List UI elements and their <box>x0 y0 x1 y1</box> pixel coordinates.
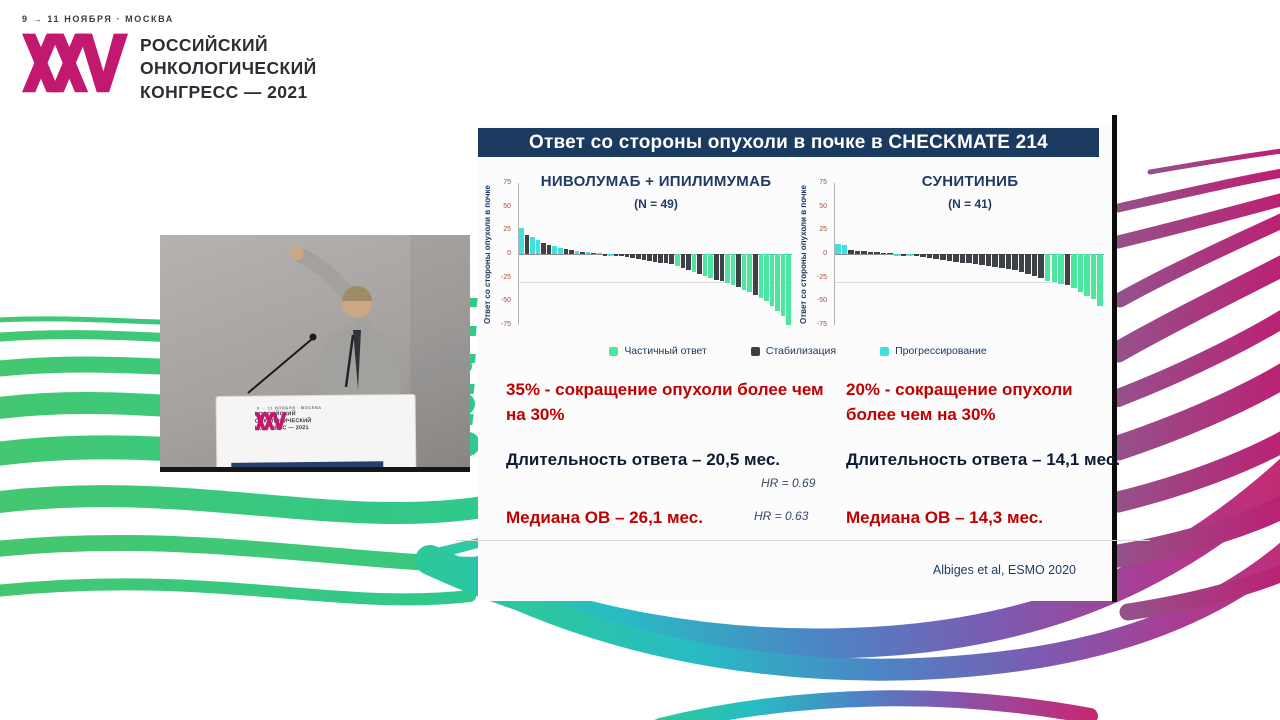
presentation-slide: Ответ со стороны опухоли в почке в CHECK… <box>478 125 1120 601</box>
chart-title: СУНИТИНИБ <box>921 173 1019 190</box>
podium-strip <box>231 461 384 467</box>
legend-label: Прогрессирование <box>895 345 987 357</box>
podium-dates: 9 → 11 НОЯБРЯ · МОСКВА <box>256 404 322 411</box>
chart-n-label: (N = 41) <box>948 197 992 211</box>
nivolumab-results-column: 35% - сокращение опухоли более чем на 30… <box>506 378 836 548</box>
sunitinib-results-column: 20% - сокращение опухоли более чем на 30… <box>846 378 1120 548</box>
legend-item-partial-response: Частичный ответ <box>609 345 707 357</box>
slide-source-citation: Albiges et al, ESMO 2020 <box>932 563 1076 577</box>
slide-title: Ответ со стороны опухоли в почке в CHECK… <box>478 128 1099 157</box>
chart-plot-area <box>834 183 1104 325</box>
progression-swatch-icon <box>880 346 890 356</box>
slide-shadow-edge <box>1112 115 1117 602</box>
legend-item-progression: Прогрессирование <box>880 345 987 357</box>
chart-n-label: (N = 49) <box>634 197 678 211</box>
y-axis-ticks: 75 50 25 0 -25 -50 -75 <box>816 179 827 328</box>
legend-label: Стабилизация <box>765 345 837 357</box>
event-header: 9 → 11 НОЯБРЯ · МОСКВА РОССИЙСКИЙ ОНКОЛО… <box>22 14 316 102</box>
median-os-text: Медиана ОВ – 26,1 мес. <box>506 508 703 527</box>
event-name-line: КОНГРЕСС — 2021 <box>140 81 308 102</box>
response-duration-text: Длительность ответа – 14,1 мес. <box>846 450 1120 469</box>
partial-response-swatch-icon <box>609 346 619 356</box>
event-name: РОССИЙСКИЙ ОНКОЛОГИЧЕСКИЙ КОНГРЕСС — 202… <box>140 34 317 104</box>
event-name-line: РОССИЙСКИЙ <box>140 35 268 55</box>
stage-divider-line <box>456 540 1150 541</box>
chart-plot-area <box>518 183 792 325</box>
response-rate-text: 20% - сокращение опухоли более чем на 30… <box>846 380 1073 424</box>
hr-median-note: HR = 0.63 <box>754 509 809 523</box>
stable-disease-swatch-icon <box>750 346 760 356</box>
median-os-text: Медиана ОВ – 14,3 мес. <box>846 508 1043 527</box>
podium-brand: РОССИЙСКИЙ ОНКОЛОГИЧЕСКИЙ КОНГРЕСС — 202… <box>255 411 312 433</box>
speaker-video-frame: 9 → 11 НОЯБРЯ · МОСКВА РОССИЙСКИЙ ОНКОЛО… <box>160 235 470 472</box>
podium-xxv-logo-icon <box>254 412 287 431</box>
waterfall-chart-sunitinib: Ответ со стороны опухоли в почке СУНИТИН… <box>799 161 1108 347</box>
event-name-line: ОНКОЛОГИЧЕСКИЙ <box>140 58 317 79</box>
event-dates: 9 → 11 НОЯБРЯ · МОСКВА <box>22 14 174 24</box>
hr-duration-note: HR = 0.69 <box>761 476 816 490</box>
y-axis-ticks: 75 50 25 0 -25 -50 -75 <box>500 179 511 328</box>
chart-title: НИВОЛУМАБ + ИПИЛИМУМАБ <box>540 173 772 190</box>
podium: 9 → 11 НОЯБРЯ · МОСКВА РОССИЙСКИЙ ОНКОЛО… <box>215 393 417 467</box>
legend-label: Частичный ответ <box>624 345 707 357</box>
chart-legend: Частичный ответ Стабилизация Прогрессиро… <box>518 345 1078 357</box>
waterfall-chart-nivolumab-ipilimumab: Ответ со стороны опухоли в почке НИВОЛУМ… <box>483 161 796 347</box>
response-duration-text: Длительность ответа – 20,5 мес. <box>506 450 780 469</box>
legend-item-stable-disease: Стабилизация <box>750 345 837 357</box>
congress-xxv-logo-icon <box>22 33 128 93</box>
response-rate-text: 35% - сокращение опухоли более чем на 30… <box>506 380 824 424</box>
